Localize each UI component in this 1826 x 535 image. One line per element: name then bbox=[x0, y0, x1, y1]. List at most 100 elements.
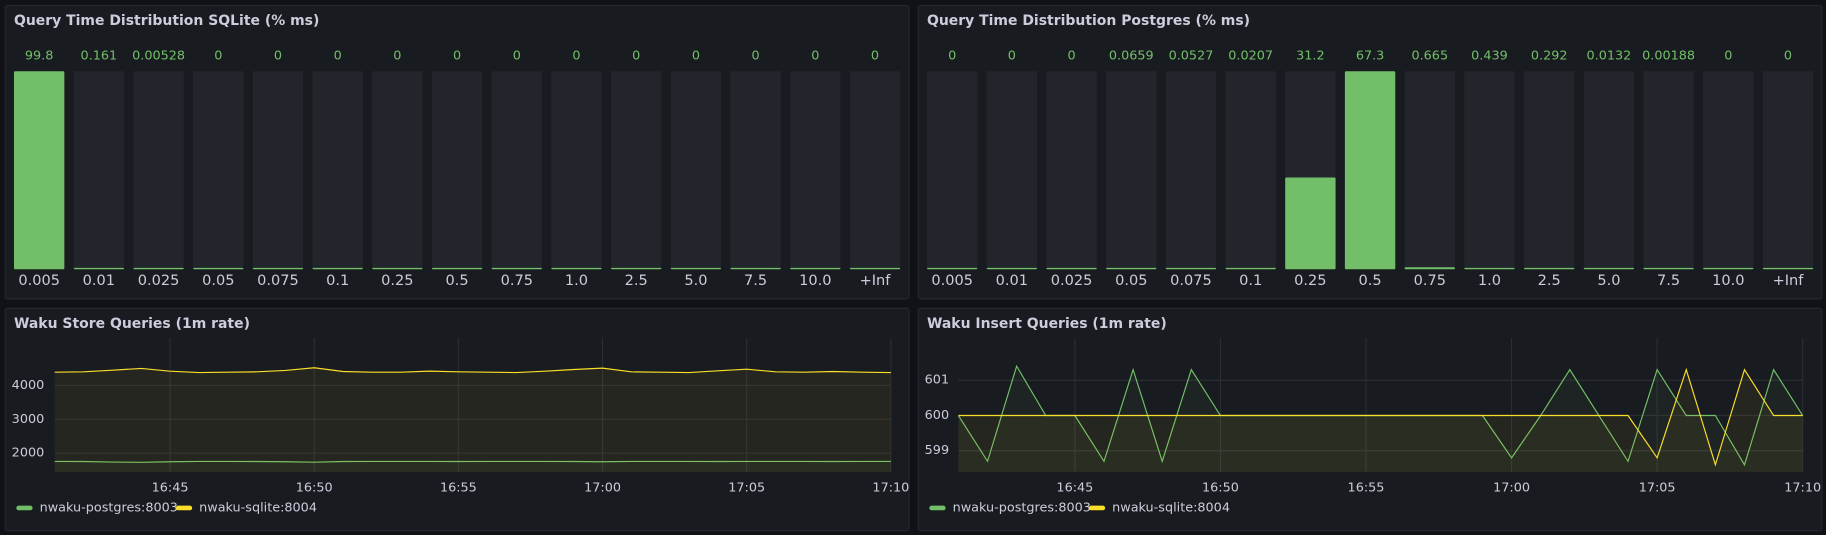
bar bbox=[670, 267, 722, 270]
bar bbox=[1762, 267, 1814, 270]
x-tick-label: 16:50 bbox=[1202, 481, 1239, 496]
bar-track bbox=[252, 71, 304, 270]
category-label: 5.0 bbox=[1597, 272, 1620, 289]
category-label: 0.25 bbox=[381, 272, 413, 289]
bar bbox=[1106, 267, 1157, 270]
value-label: 67.3 bbox=[1356, 49, 1385, 64]
category-label: 0.005 bbox=[18, 272, 60, 289]
bar bbox=[849, 267, 901, 270]
bar bbox=[372, 267, 423, 270]
bar-track bbox=[849, 71, 901, 270]
value-label: 0 bbox=[752, 49, 760, 64]
category-label: 7.5 bbox=[1657, 272, 1680, 289]
category-label: 0.05 bbox=[202, 272, 234, 289]
value-label: 0 bbox=[1784, 49, 1792, 64]
bar bbox=[1225, 267, 1276, 270]
legend-label[interactable]: nwaku-sqlite:8004 bbox=[199, 500, 317, 515]
category-label: 0.05 bbox=[1115, 272, 1147, 289]
category-label: 0.1 bbox=[326, 272, 349, 289]
value-label: 0.0659 bbox=[1109, 49, 1154, 64]
bar-track bbox=[1046, 71, 1097, 270]
value-label: 0 bbox=[453, 49, 461, 64]
bar-track bbox=[491, 71, 542, 270]
x-tick-label: 16:55 bbox=[1348, 481, 1385, 496]
x-tick-label: 17:00 bbox=[584, 481, 621, 496]
bar bbox=[551, 267, 602, 270]
category-label: 0.025 bbox=[138, 272, 180, 289]
category-label: 0.75 bbox=[1414, 272, 1446, 289]
value-label: 0 bbox=[811, 49, 819, 64]
value-label: 0.0207 bbox=[1228, 49, 1273, 64]
series-line bbox=[958, 367, 1803, 467]
bar bbox=[610, 267, 662, 270]
bar bbox=[790, 267, 841, 270]
bar-track bbox=[1165, 71, 1217, 270]
category-label: 7.5 bbox=[744, 272, 767, 289]
x-tick-label: 17:10 bbox=[872, 481, 909, 496]
bar-track bbox=[73, 71, 125, 270]
bar bbox=[1643, 267, 1694, 270]
y-tick-label: 3000 bbox=[12, 412, 45, 427]
value-label: 31.2 bbox=[1296, 49, 1325, 64]
bar bbox=[1703, 267, 1754, 270]
bar bbox=[1165, 267, 1217, 270]
value-label: 0 bbox=[214, 49, 222, 64]
bar-track bbox=[312, 71, 363, 270]
bar-track bbox=[193, 71, 244, 270]
bar-track bbox=[133, 71, 184, 270]
bar-track bbox=[790, 71, 841, 270]
bar bbox=[1344, 71, 1396, 270]
category-label: 1.0 bbox=[565, 272, 588, 289]
legend-label[interactable]: nwaku-postgres:8003 bbox=[40, 500, 178, 515]
x-tick-label: 16:45 bbox=[152, 481, 189, 496]
value-label: 0 bbox=[1724, 49, 1732, 64]
bar bbox=[1285, 177, 1336, 270]
value-label: 0 bbox=[572, 49, 580, 64]
value-label: 0.161 bbox=[81, 49, 118, 64]
category-label: 0.075 bbox=[1170, 272, 1212, 289]
category-label: +Inf bbox=[860, 272, 892, 289]
bar bbox=[1046, 267, 1097, 270]
bar-track bbox=[1523, 71, 1575, 270]
bar-track bbox=[610, 71, 662, 270]
bar bbox=[1464, 267, 1515, 270]
bar-track bbox=[1404, 71, 1455, 270]
panel-title[interactable]: Waku Store Queries (1m rate) bbox=[14, 316, 250, 332]
category-label: 0.25 bbox=[1294, 272, 1326, 289]
x-tick-label: 17:05 bbox=[728, 481, 765, 496]
legend-label[interactable]: nwaku-postgres:8003 bbox=[953, 500, 1091, 515]
x-tick-label: 17:10 bbox=[1784, 481, 1821, 496]
value-label: 0 bbox=[274, 49, 282, 64]
bar-track bbox=[1703, 71, 1754, 270]
panel-title[interactable]: Waku Insert Queries (1m rate) bbox=[927, 316, 1167, 332]
series-line bbox=[54, 367, 891, 374]
bar-track bbox=[1464, 71, 1515, 270]
category-label: 0.1 bbox=[1239, 272, 1262, 289]
value-label: 0 bbox=[334, 49, 342, 64]
bar bbox=[491, 267, 542, 270]
series-area bbox=[54, 367, 891, 472]
bar-track bbox=[551, 71, 602, 270]
x-tick-label: 17:05 bbox=[1639, 481, 1676, 496]
x-tick-label: 16:45 bbox=[1056, 481, 1093, 496]
bar bbox=[431, 267, 483, 270]
series-area bbox=[54, 461, 891, 472]
bar bbox=[1523, 267, 1575, 270]
category-label: 2.5 bbox=[625, 272, 648, 289]
x-tick-label: 16:55 bbox=[440, 481, 477, 496]
bar bbox=[193, 267, 244, 270]
value-label: 0 bbox=[393, 49, 401, 64]
category-label: 0.5 bbox=[1359, 272, 1382, 289]
bar-track bbox=[1583, 71, 1635, 270]
value-label: 0.0527 bbox=[1169, 49, 1214, 64]
legend-label[interactable]: nwaku-sqlite:8004 bbox=[1112, 500, 1230, 515]
bar-track bbox=[1762, 71, 1814, 270]
value-label: 0.665 bbox=[1411, 49, 1448, 64]
panel-title[interactable]: Query Time Distribution Postgres (% ms) bbox=[927, 13, 1250, 29]
value-label: 0.00188 bbox=[1642, 49, 1695, 64]
value-label: 0 bbox=[692, 49, 700, 64]
bar bbox=[730, 267, 781, 270]
panel-title[interactable]: Query Time Distribution SQLite (% ms) bbox=[14, 13, 319, 29]
